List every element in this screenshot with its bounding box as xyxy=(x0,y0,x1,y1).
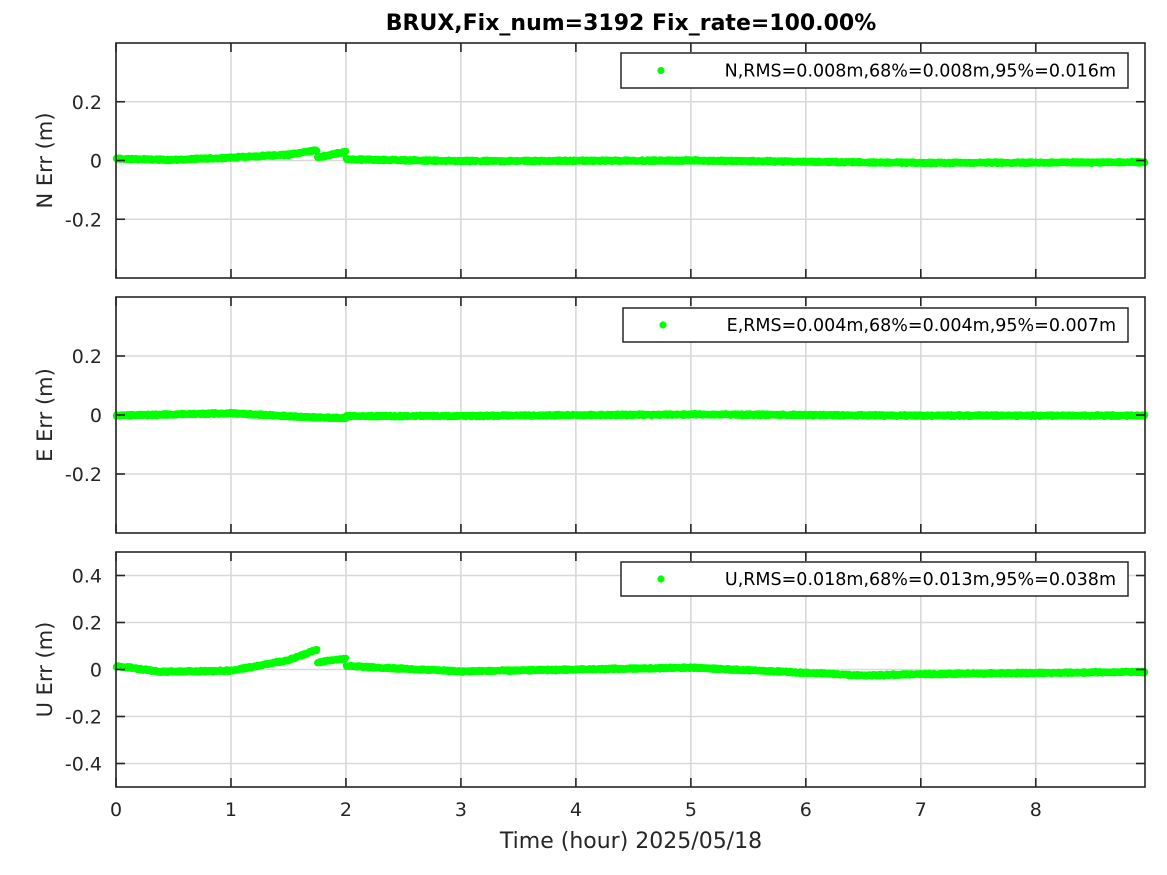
legend-marker xyxy=(657,66,665,75)
chart-panels: -0.2 0 0.2 N Err (m) N,RMS=0.008m,68%=0.008m… xyxy=(33,42,1149,821)
y-tick-label: -0.2 xyxy=(65,209,102,231)
panel-e: -0.200.2E Err (m)E,RMS=0.004m,68%=0.004m… xyxy=(33,296,1149,534)
series-points-n xyxy=(112,146,1149,168)
y-axis-label: N Err (m) xyxy=(33,112,57,208)
y-tick-label: 0.2 xyxy=(72,92,102,114)
legend-label: N,RMS=0.008m,68%=0.008m,95%=0.016m xyxy=(725,62,1116,82)
chart-title: BRUX,Fix_num=3192 Fix_rate=100.00% xyxy=(386,11,877,36)
y-tick-label: 0 xyxy=(90,151,102,173)
data-point xyxy=(342,147,350,155)
data-point xyxy=(314,147,321,155)
series-points-e xyxy=(112,408,1149,423)
legend: N,RMS=0.008m,68%=0.008m,95%=0.016m xyxy=(620,52,1129,89)
panel-n: -0.2 0 0.2 N Err (m) N,RMS=0.008m,68%=0.008m… xyxy=(33,42,1149,279)
